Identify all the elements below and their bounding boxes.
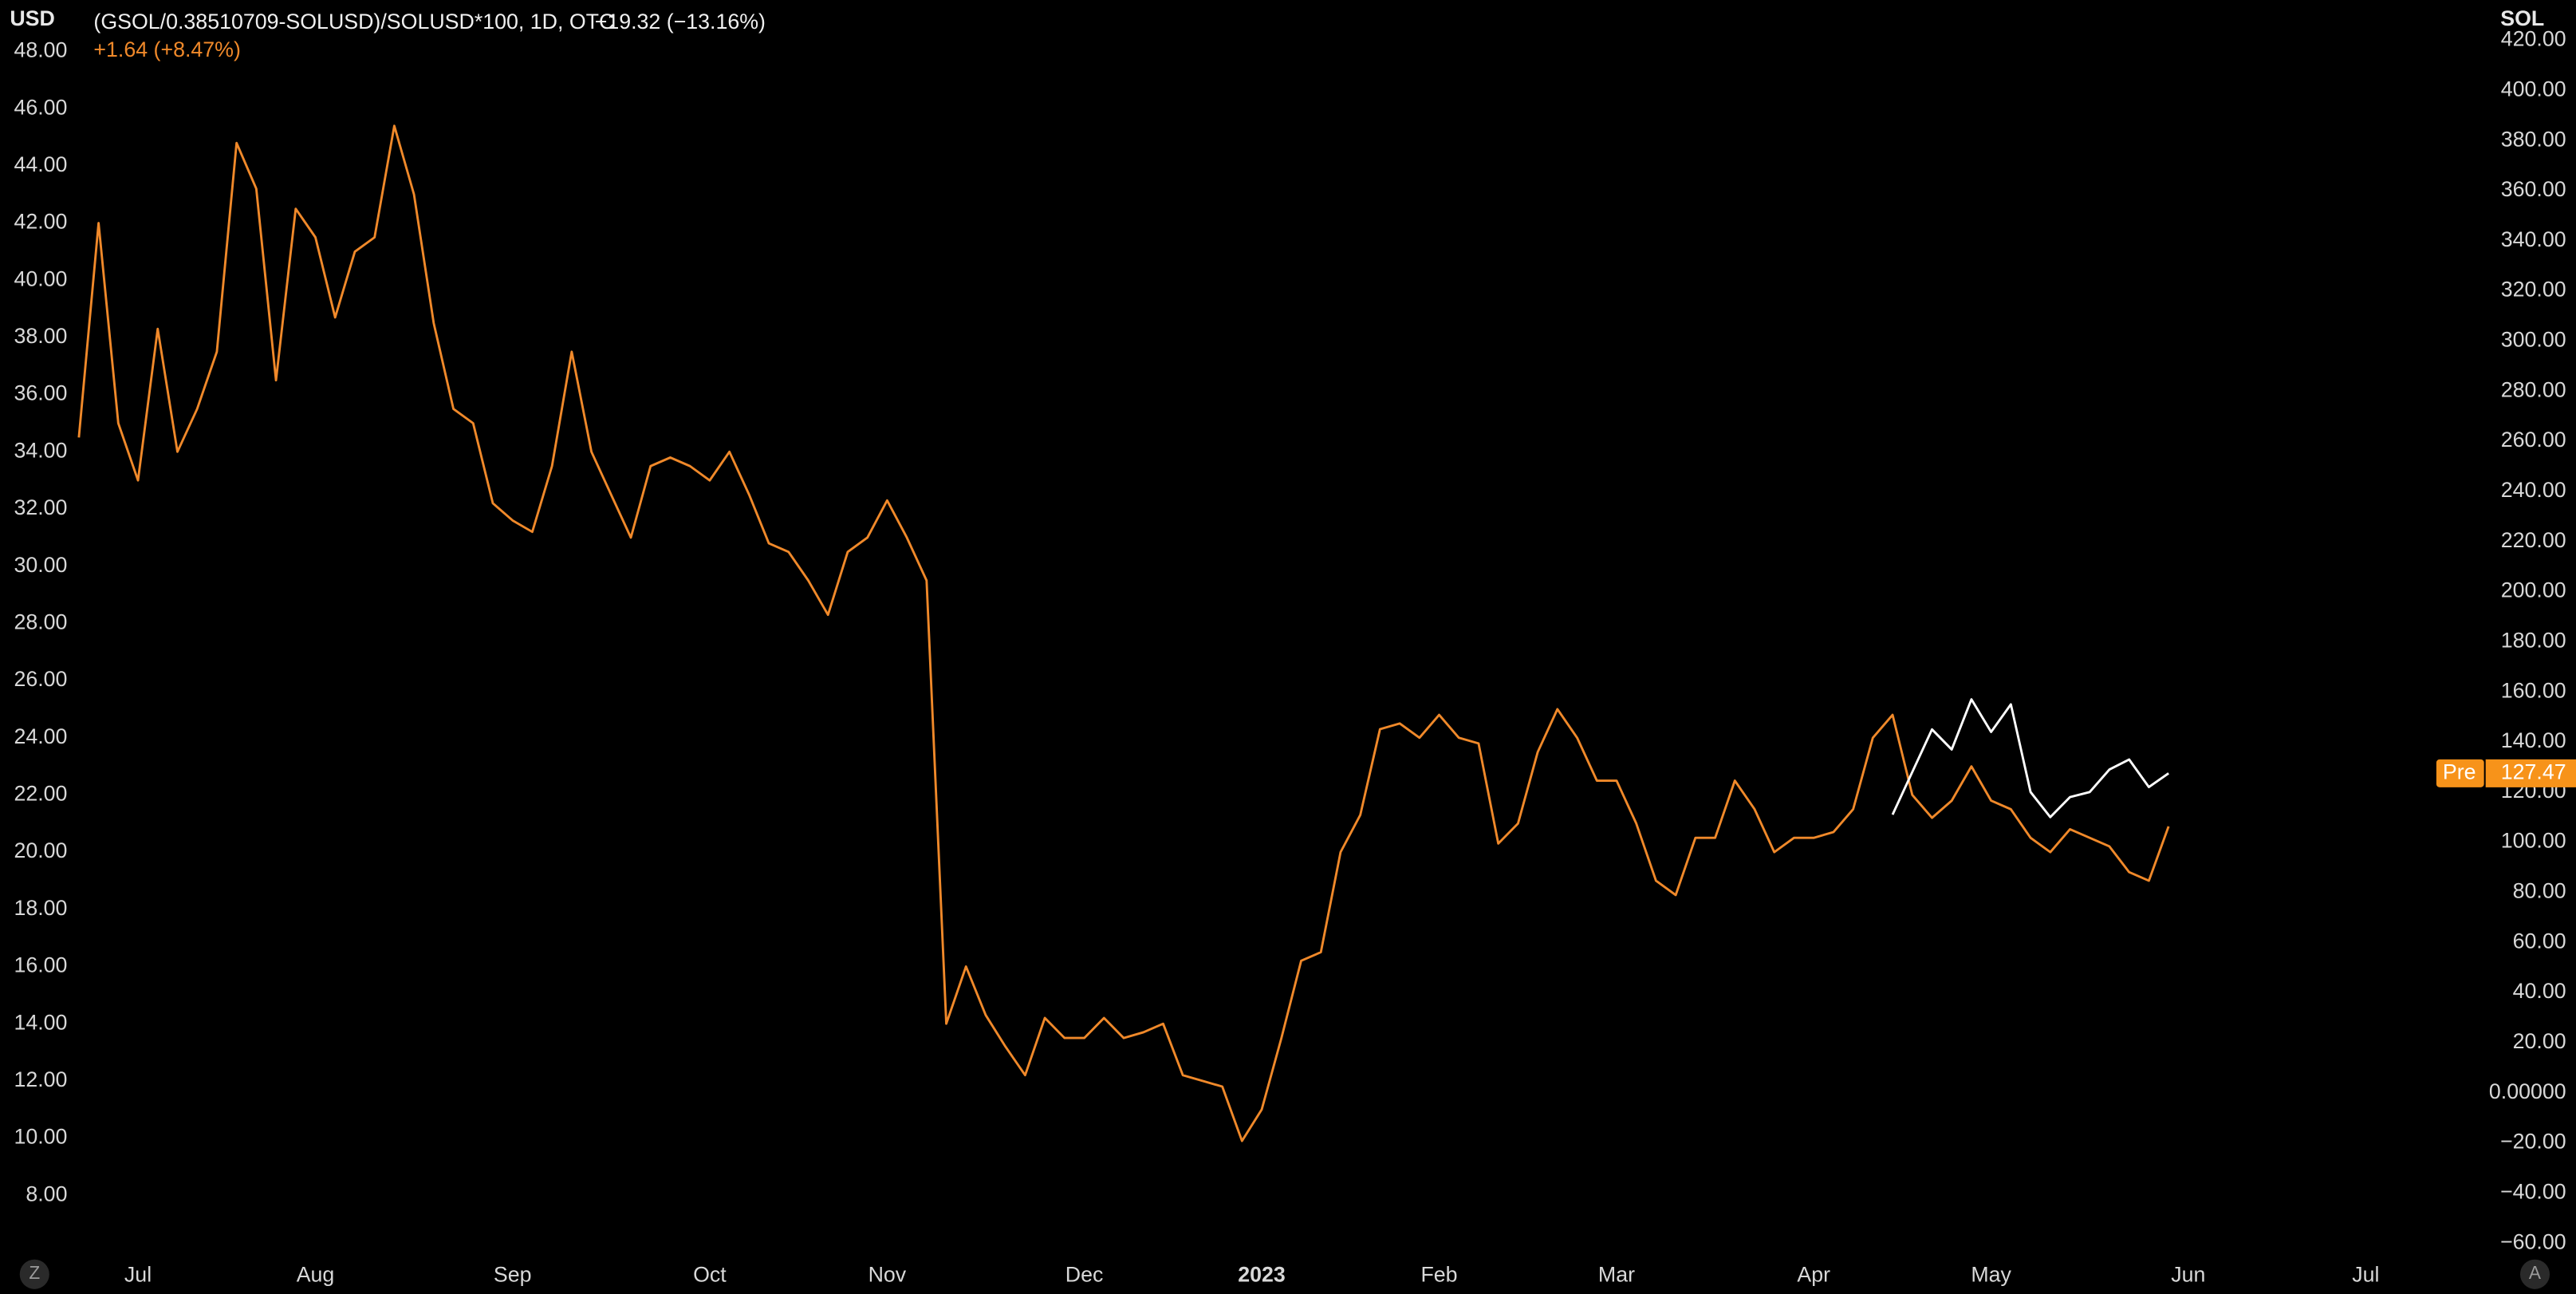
- y2-tick-label: 100.00: [2501, 829, 2566, 853]
- y2-tick-label: −40.00: [2500, 1179, 2566, 1203]
- y2-tick-label: 60.00: [2513, 929, 2566, 953]
- x-tick-label: Feb: [1420, 1262, 1457, 1286]
- y2-tick-label: 220.00: [2501, 528, 2566, 552]
- price-tag-session-bg: [2436, 759, 2484, 787]
- x-tick-label: Jul: [124, 1262, 152, 1286]
- y-tick-label: 44.00: [14, 152, 67, 176]
- y2-tick-label: −20.00: [2500, 1130, 2566, 1154]
- y2-unit: SOL: [2500, 6, 2544, 30]
- y-tick-label: 46.00: [14, 95, 67, 119]
- y2-tick-label: 40.00: [2513, 979, 2566, 1003]
- y2-tick-label: 20.00: [2513, 1029, 2566, 1053]
- x-tick-label: Aug: [297, 1262, 335, 1286]
- y-tick-label: 12.00: [14, 1067, 67, 1091]
- y2-tick-label: 180.00: [2501, 628, 2566, 652]
- change: −19.32 (−13.16%): [595, 10, 766, 34]
- x-tick-label: 2023: [1238, 1262, 1286, 1286]
- change-2: +1.64 (+8.47%): [93, 37, 240, 61]
- y-tick-label: 24.00: [14, 724, 67, 748]
- y2-tick-label: 140.00: [2501, 728, 2566, 752]
- y2-tick-label: 200.00: [2501, 578, 2566, 602]
- x-tick-label: Sep: [494, 1262, 532, 1286]
- scale-button[interactable]: [19, 1259, 49, 1289]
- scale-button-label[interactable]: A: [2529, 1262, 2542, 1283]
- y-tick-label: 36.00: [14, 381, 67, 405]
- y-tick-label: 38.00: [14, 324, 67, 348]
- y-tick-label: 32.00: [14, 495, 67, 519]
- y-tick-label: 40.00: [14, 266, 67, 290]
- x-tick-label: May: [1971, 1262, 2011, 1286]
- y2-tick-label: −60.00: [2500, 1229, 2566, 1253]
- series-line: [1891, 698, 2169, 819]
- y-tick-label: 48.00: [14, 38, 67, 62]
- y-tick-label: 26.00: [14, 667, 67, 691]
- y-tick-label: 10.00: [14, 1125, 67, 1149]
- x-tick-label: Oct: [693, 1262, 727, 1286]
- x-tick-label: Apr: [1797, 1262, 1830, 1286]
- x-tick-label: Jul: [2352, 1262, 2379, 1286]
- y-tick-label: 22.00: [14, 782, 67, 806]
- y-tick-label: 8.00: [26, 1182, 67, 1205]
- y-tick-label: 16.00: [14, 953, 67, 977]
- y2-tick-label: 420.00: [2501, 27, 2566, 51]
- y2-tick-label: 240.00: [2501, 478, 2566, 502]
- y2-tick-label: 320.00: [2501, 278, 2566, 302]
- y2-tick-label: 400.00: [2501, 77, 2566, 101]
- price-tag-value: 127.47: [2501, 759, 2566, 783]
- y-tick-label: 30.00: [14, 553, 67, 577]
- y-tick-label: 28.00: [14, 610, 67, 633]
- scale-button-label[interactable]: Z: [29, 1262, 40, 1283]
- y2-tick-label: 0.00000: [2489, 1079, 2566, 1103]
- scale-button[interactable]: [2519, 1259, 2550, 1289]
- chart-title: (GSOL/0.38510709-SOLUSD)/SOLUSD*100, 1D,…: [93, 10, 614, 34]
- y2-tick-label: 340.00: [2501, 227, 2566, 251]
- y2-tick-label: 80.00: [2513, 879, 2566, 903]
- price-tag-bg: [2485, 759, 2576, 787]
- y2-tick-label: 280.00: [2501, 377, 2566, 401]
- y2-tick-label: 160.00: [2501, 678, 2566, 702]
- y-tick-label: 14.00: [14, 1010, 67, 1034]
- y-tick-label: 34.00: [14, 438, 67, 462]
- series-line: [77, 124, 2170, 1142]
- price-tag-session: Pre: [2443, 759, 2476, 783]
- y-tick-label: 42.00: [14, 210, 67, 234]
- x-tick-label: Nov: [869, 1262, 907, 1286]
- y2-tick-label: 300.00: [2501, 328, 2566, 352]
- y-tick-label: 18.00: [14, 896, 67, 920]
- y2-tick-label: 380.00: [2501, 127, 2566, 151]
- y-unit: USD: [10, 6, 55, 30]
- x-tick-label: Jun: [2171, 1262, 2205, 1286]
- x-tick-label: Dec: [1065, 1262, 1104, 1286]
- y2-tick-label: 260.00: [2501, 428, 2566, 452]
- y2-tick-label: 360.00: [2501, 177, 2566, 201]
- x-tick-label: Mar: [1598, 1262, 1635, 1286]
- y-tick-label: 20.00: [14, 838, 67, 862]
